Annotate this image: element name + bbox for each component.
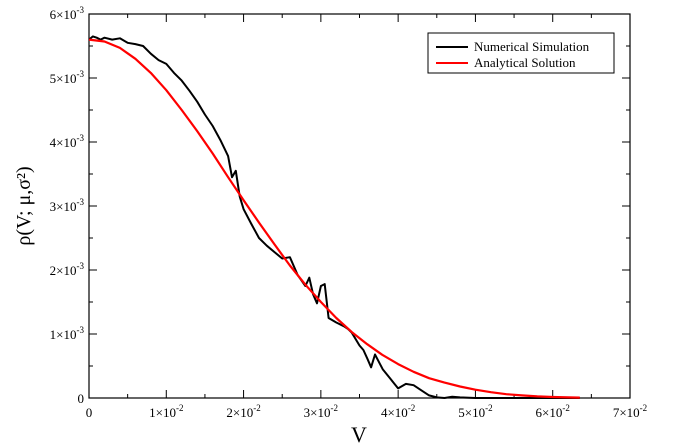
x-axis-label: V — [351, 422, 367, 444]
y-tick-label: 1×10-3 — [50, 325, 85, 342]
plot-area — [88, 35, 580, 399]
y-tick-label: 6×10-3 — [50, 5, 85, 22]
y-axis-label: ρ(V; μ,σ²) — [13, 166, 35, 245]
y-tick-label: 2×10-3 — [50, 261, 85, 278]
x-tick-label: 1×10-2 — [149, 403, 183, 420]
x-tick-label: 2×10-2 — [226, 403, 260, 420]
y-tick-label: 4×10-3 — [50, 133, 85, 150]
legend-box — [427, 32, 615, 74]
x-tick-label: 6×10-2 — [536, 403, 570, 420]
series-line-analytical-solution — [88, 38, 580, 399]
x-tick-label: 7×10-2 — [613, 403, 647, 420]
x-tick-label: 0 — [86, 405, 93, 420]
axis-tick-labels: 0 1×10-2 2×10-2 3×10-2 4×10-2 5×10-2 6×10-2 7×1… — [50, 5, 648, 420]
x-tick-label: 4×10-2 — [381, 403, 415, 420]
y-tick-label: 5×10-3 — [50, 69, 85, 86]
axis-ticks — [88, 13, 631, 399]
x-tick-label: 3×10-2 — [304, 403, 338, 420]
x-tick-label: 5×10-2 — [458, 403, 492, 420]
y-tick-label: 3×10-3 — [50, 197, 85, 214]
y-tick-label: 0 — [78, 391, 85, 406]
legend-label: Analytical Solution — [474, 55, 576, 70]
series-line-numerical-simulation — [88, 35, 580, 399]
legend-label: Numerical Simulation — [474, 39, 590, 54]
